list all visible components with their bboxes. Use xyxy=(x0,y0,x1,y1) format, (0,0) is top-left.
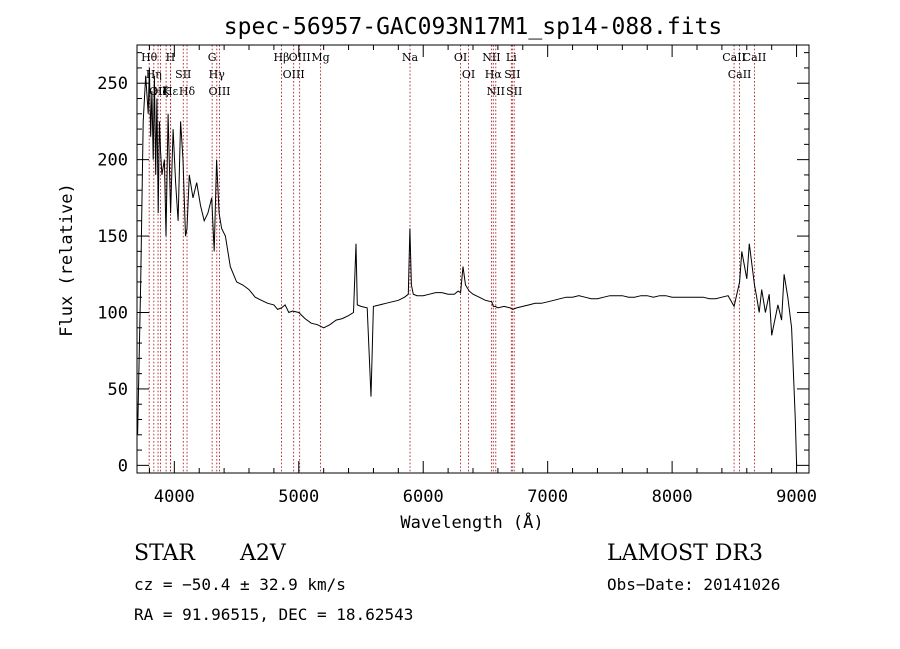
line-label: CaII xyxy=(728,68,752,81)
x-tick-label: 5000 xyxy=(278,487,319,507)
line-label: Hζ xyxy=(153,85,169,98)
line-label: CaII xyxy=(743,51,767,64)
object-class: STAR xyxy=(134,541,196,566)
line-label: Na xyxy=(402,51,419,64)
line-label: K xyxy=(162,85,171,98)
survey-name: LAMOST DR3 xyxy=(607,541,763,566)
line-label: OIII xyxy=(208,85,230,98)
x-axis-ticks: 4000 5000 6000 7000 8000 9000 xyxy=(148,45,817,507)
y-axis-label: Flux (relative) xyxy=(57,183,77,337)
coordinates: RA = 91.96515, DEC = 18.62543 xyxy=(134,605,413,624)
line-label: NII xyxy=(487,85,505,98)
line-label: Hδ xyxy=(179,85,196,98)
line-label: OI xyxy=(462,68,475,81)
line-label: Hθ xyxy=(141,51,158,64)
object-subclass: A2V xyxy=(239,541,287,566)
line-label: Mg xyxy=(311,51,329,64)
plot-frame xyxy=(136,44,810,474)
x-tick-label: 7000 xyxy=(527,487,568,507)
line-label: SII xyxy=(175,68,191,81)
line-label: OI xyxy=(454,51,467,64)
observation-date: Obs−Date: 20141026 xyxy=(607,575,780,594)
line-label: SII xyxy=(506,85,522,98)
line-label: Hη xyxy=(146,68,162,81)
line-label: SII xyxy=(504,68,520,81)
spectrum-line xyxy=(137,67,798,466)
y-tick-label: 200 xyxy=(97,151,128,171)
line-label: OII xyxy=(149,85,167,98)
line-label: Hβ xyxy=(274,51,290,64)
y-tick-label: 150 xyxy=(97,227,128,247)
redshift-cz: cz = −50.4 ± 32.9 km/s xyxy=(134,575,346,594)
x-axis-label: Wavelength (Å) xyxy=(400,511,543,533)
x-tick-label: 6000 xyxy=(403,487,444,507)
line-label: OIII xyxy=(289,51,311,64)
chart-title: spec-56957-GAC093N17M1_sp14-088.fits xyxy=(224,14,723,40)
x-tick-label: 9000 xyxy=(776,487,817,507)
y-axis-ticks: 0 50 100 150 200 250 xyxy=(97,52,809,476)
y-tick-label: 250 xyxy=(97,74,128,94)
spectral-line-markers xyxy=(148,45,755,473)
line-label: Hε xyxy=(163,85,179,98)
line-label: H xyxy=(166,51,176,64)
y-tick-label: 100 xyxy=(97,304,128,324)
x-tick-label: 8000 xyxy=(652,487,693,507)
line-label: NII xyxy=(482,51,500,64)
x-tick-label: 4000 xyxy=(154,487,195,507)
line-label: OIII xyxy=(283,68,305,81)
y-tick-label: 0 xyxy=(118,456,128,476)
line-label: Hα xyxy=(485,68,503,81)
line-label: G xyxy=(208,51,217,64)
y-tick-label: 50 xyxy=(108,380,128,400)
line-label: CaII xyxy=(722,51,746,64)
line-label: Li xyxy=(506,51,517,64)
line-label: Hγ xyxy=(209,68,226,81)
